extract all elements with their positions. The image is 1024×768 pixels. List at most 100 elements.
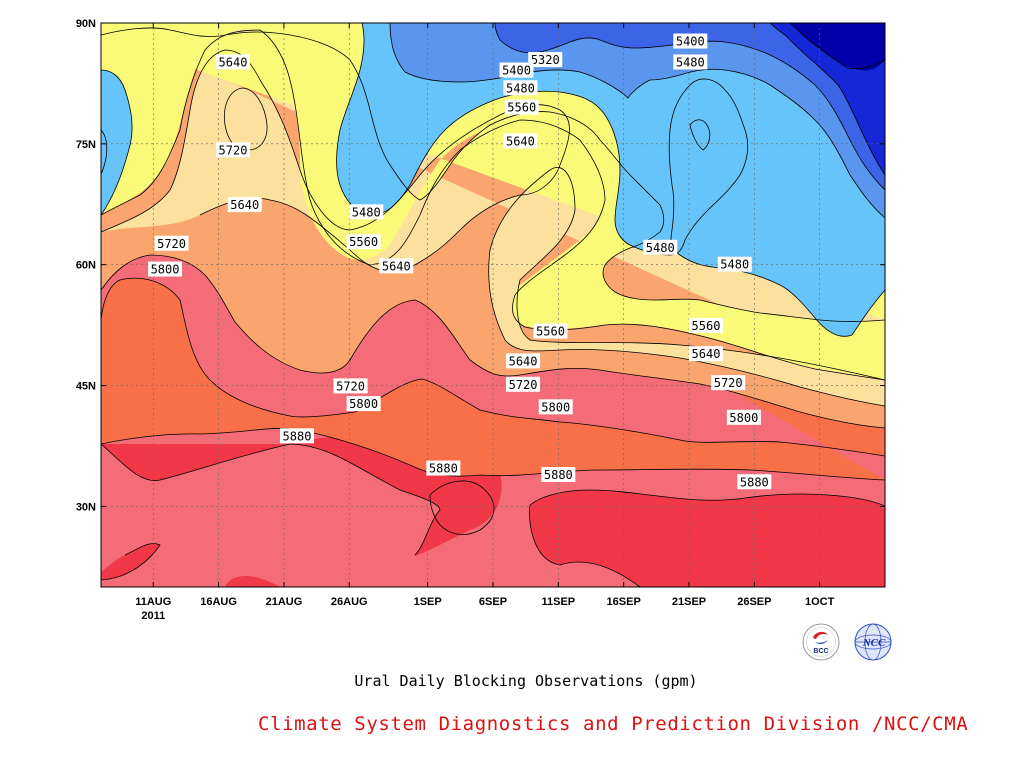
contour-label: 5800	[726, 409, 761, 425]
contour-lines	[101, 23, 885, 587]
contour-label: 5480	[717, 256, 752, 272]
contour-label-text: 5560	[349, 235, 378, 249]
contour-label-text: 5480	[506, 81, 535, 95]
x-tick-label: 11AUG	[135, 596, 171, 608]
contour-fills	[101, 23, 885, 587]
contour-label: 5640	[215, 54, 250, 69]
contour-label-bg	[506, 376, 541, 392]
contour-label-text: 5880	[283, 429, 312, 443]
contour-label: 5320	[528, 52, 563, 68]
contour-label: 5640	[688, 346, 723, 362]
contour-label-text: 5800	[349, 397, 378, 411]
contour-label-bg	[503, 80, 538, 96]
contour-label: 5640	[503, 133, 538, 149]
contour-line-5240	[769, 23, 885, 176]
contour-label: 5880	[280, 428, 314, 444]
contour-label-bg	[379, 258, 414, 274]
contour-label-text: 5560	[507, 101, 536, 115]
contour-label-text: 5880	[544, 468, 573, 482]
contour-label: 5640	[379, 258, 414, 274]
contour-label: 5560	[346, 234, 381, 250]
contour-label: 5400	[673, 33, 708, 49]
gridlines	[101, 23, 885, 587]
contour-label: 5560	[688, 317, 723, 333]
contour-label-bg	[688, 346, 723, 362]
contour-line-5880	[429, 480, 495, 535]
contour-label-bg	[711, 375, 746, 391]
contour-line-5800	[101, 428, 885, 481]
contour-label-bg	[504, 99, 539, 115]
contour-label-bg	[673, 33, 708, 49]
contour-label: 5800	[538, 399, 573, 415]
contour-label-text: 5400	[676, 35, 705, 49]
y-tick-label: 45N	[76, 381, 96, 393]
contour-label-text: 5480	[352, 205, 381, 219]
contour-label-bg	[688, 317, 723, 333]
contour-label-text: 5720	[714, 376, 743, 390]
contour-label: 5720	[506, 376, 541, 392]
contour-label: 5800	[346, 396, 381, 412]
contour-label-bg	[541, 467, 576, 483]
contour-label-bg	[538, 399, 573, 415]
contour-label-text: 5800	[729, 411, 758, 425]
contour-label-text: 5720	[336, 379, 365, 393]
logos: BCC NCC	[802, 623, 892, 661]
contour-label-bg	[349, 204, 384, 220]
contour-label: 5880	[426, 460, 461, 476]
contour-line-5560	[101, 27, 885, 322]
contour-label-text: 5480	[720, 258, 749, 272]
contour-label-text: 5640	[692, 347, 721, 361]
contour-label-bg	[333, 378, 368, 394]
contour-label: 5480	[673, 54, 708, 69]
contour-label-text: 5640	[230, 198, 259, 212]
y-tick-label: 60N	[76, 260, 96, 272]
contour-label-text: 5800	[151, 263, 180, 277]
contour-label-text: 5640	[509, 354, 538, 368]
contour-label-text: 5480	[676, 55, 705, 69]
contour-label-bg	[506, 353, 541, 369]
contour-label-bg	[215, 142, 250, 158]
y-tick-label: 30N	[76, 501, 96, 513]
contour-label: 5480	[503, 80, 538, 96]
contour-label-text: 5560	[536, 325, 565, 339]
contour-label: 5720	[215, 142, 250, 158]
contour-label: 5720	[333, 378, 368, 394]
contour-label-bg	[148, 261, 183, 277]
fill-band-5480	[101, 23, 885, 337]
contour-label-bg	[499, 62, 534, 78]
y-tick-label: 75N	[76, 139, 96, 151]
x-tick-year-label: 2011	[141, 610, 165, 622]
contour-label: 5800	[148, 261, 183, 277]
contour-label-bg	[346, 234, 381, 250]
x-axis: 11AUG 2011 16AUG 21AUG 26AUG 1SEP 6SEP 11SEP 16S…	[135, 23, 835, 622]
credit-line: Climate System Diagnostics and Predictio…	[258, 713, 969, 735]
contour-label: 5640	[227, 197, 262, 213]
contour-label-text: 5720	[219, 143, 248, 157]
contour-label: 5560	[504, 99, 539, 115]
contour-label-text: 5640	[506, 134, 535, 148]
contour-line-5400	[101, 129, 108, 175]
x-tick-label: 11SEP	[542, 596, 576, 608]
contour-label: 5880	[737, 474, 772, 490]
contour-label-bg	[346, 396, 381, 412]
contour-label-bg	[726, 409, 761, 425]
contour-line-5880	[529, 489, 885, 587]
contour-label: 5480	[349, 204, 384, 220]
contour-line-5560	[101, 29, 885, 381]
contour-labels: 5640572056405720580054805560564057205800…	[148, 33, 772, 490]
contour-label: 5880	[541, 467, 576, 483]
fill-below-5320	[790, 23, 885, 71]
contour-label-text: 5880	[429, 462, 458, 476]
contour-label-bg	[737, 474, 772, 490]
contour-line-5480	[101, 69, 133, 216]
contour-line-5880	[101, 543, 161, 581]
contour-label-bg	[643, 239, 678, 255]
contour-line-5880	[101, 443, 441, 556]
contour-line-5480	[689, 119, 711, 151]
contour-label-text: 5480	[646, 241, 675, 255]
contour-label: 5720	[154, 235, 189, 251]
x-tick-label: 16SEP	[607, 596, 641, 608]
chart-title: Ural Daily Blocking Observations (gpm)	[354, 672, 698, 690]
